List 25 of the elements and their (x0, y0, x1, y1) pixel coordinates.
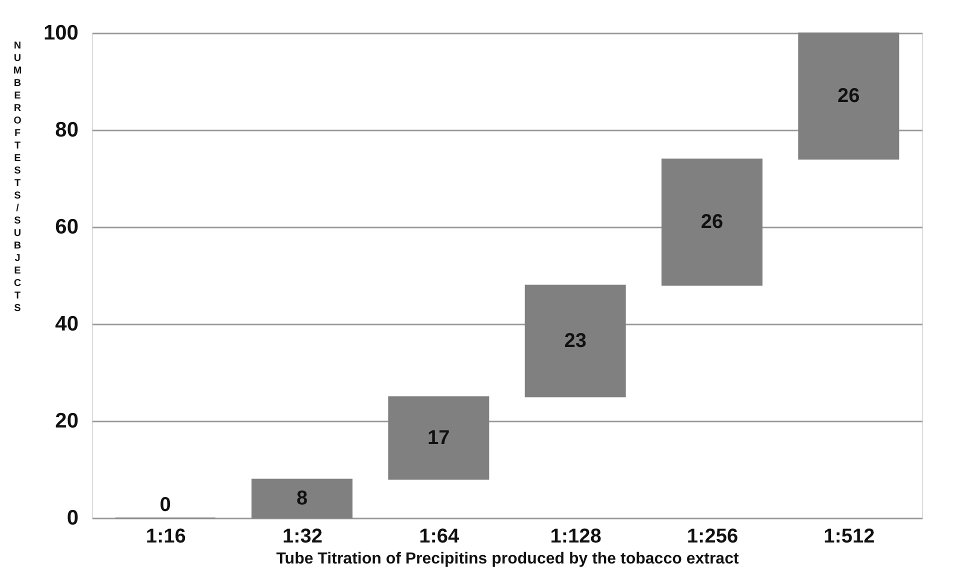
y-tick-label: 0 (66, 506, 78, 530)
data-label: 23 (564, 330, 586, 352)
x-tick-label: 1:64 (419, 526, 460, 548)
bar (662, 158, 762, 286)
bar (252, 478, 352, 518)
text: NUMBER OF TESTS/SUBJECTS (13, 40, 22, 314)
data-label: 26 (700, 211, 724, 234)
y-tick-label: 80 (55, 118, 78, 142)
x-tick-label: 1:128 (550, 526, 602, 548)
y-tick-label: 60 (55, 216, 78, 238)
x-tick-label: 1:256 (686, 526, 738, 548)
x-axis-title: Tube Titration of Precipitins produced by the tobacco extract (276, 550, 740, 568)
y-tick-label: 20 (55, 410, 78, 432)
data-label: 26 (838, 85, 860, 108)
data-label: 17 (428, 426, 450, 449)
bar (388, 396, 490, 480)
data-label: 8 (296, 488, 308, 510)
y-tick-label: 100 (43, 22, 78, 44)
x-tick-label: 1:512 (824, 526, 875, 548)
bar (798, 32, 900, 160)
y-tick-label: 40 (55, 312, 78, 336)
bar (524, 284, 626, 398)
data-label: 0 (160, 494, 171, 516)
x-tick-label: 1:16 (146, 526, 186, 548)
x-tick-label: 1:32 (282, 526, 323, 548)
